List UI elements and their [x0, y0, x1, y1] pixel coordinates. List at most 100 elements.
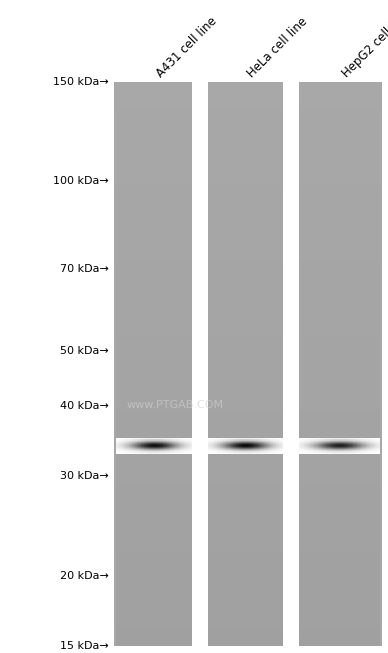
Bar [116, 167, 192, 176]
Bar [116, 270, 192, 279]
Bar [299, 590, 380, 599]
Bar [299, 468, 380, 477]
Bar [299, 308, 380, 317]
Bar [116, 524, 192, 534]
Text: 15 kDa→: 15 kDa→ [60, 641, 109, 652]
Bar [299, 581, 380, 590]
Bar [299, 157, 380, 167]
Bar [299, 505, 380, 515]
Bar [208, 477, 283, 486]
Bar [208, 374, 283, 383]
Bar [116, 496, 192, 505]
Bar [208, 185, 283, 195]
Bar [208, 515, 283, 524]
Bar [208, 609, 283, 618]
Bar [116, 571, 192, 581]
Bar [116, 477, 192, 486]
Bar [116, 515, 192, 524]
Bar [116, 345, 192, 355]
Bar [299, 552, 380, 562]
Bar [208, 232, 283, 242]
Bar [208, 468, 283, 477]
Bar [208, 91, 283, 101]
Bar [208, 534, 283, 543]
Bar [299, 251, 380, 261]
Bar [299, 214, 380, 223]
Bar [116, 317, 192, 326]
Bar [299, 637, 380, 646]
Bar [299, 270, 380, 279]
Bar [116, 138, 192, 148]
Bar [299, 242, 380, 251]
Bar [116, 204, 192, 214]
Bar [299, 345, 380, 355]
Bar [208, 308, 283, 317]
Bar [116, 355, 192, 364]
Bar [208, 279, 283, 289]
Bar [116, 223, 192, 232]
Bar [299, 119, 380, 129]
Bar [116, 430, 192, 439]
Bar [299, 486, 380, 496]
Bar [208, 449, 283, 458]
Bar [208, 581, 283, 590]
Bar [299, 383, 380, 392]
Bar [299, 496, 380, 505]
Bar [208, 628, 283, 637]
Bar [299, 421, 380, 430]
Bar [116, 129, 192, 138]
Bar [116, 486, 192, 496]
Bar [208, 214, 283, 223]
Bar [208, 392, 283, 402]
Bar [208, 110, 283, 119]
Bar [116, 261, 192, 270]
Bar [208, 345, 283, 355]
Bar [299, 195, 380, 204]
Bar [208, 129, 283, 138]
Bar [283, 82, 299, 646]
Bar [208, 364, 283, 374]
Bar [299, 439, 380, 449]
Bar [208, 261, 283, 270]
Bar [208, 223, 283, 232]
Bar [116, 618, 192, 628]
Bar [116, 402, 192, 411]
Bar [208, 637, 283, 646]
Bar [116, 91, 192, 101]
Bar [299, 449, 380, 458]
Bar [116, 392, 192, 402]
Bar [116, 157, 192, 167]
Bar [299, 571, 380, 581]
Bar [299, 110, 380, 119]
Bar [299, 138, 380, 148]
Bar [208, 298, 283, 308]
Bar [116, 505, 192, 515]
Bar [208, 119, 283, 129]
Bar [208, 552, 283, 562]
Bar [299, 618, 380, 628]
Bar [116, 279, 192, 289]
Bar [299, 298, 380, 308]
Bar [116, 364, 192, 374]
Bar [299, 185, 380, 195]
Text: HeLa cell line: HeLa cell line [246, 15, 310, 80]
Bar [208, 411, 283, 421]
Bar [299, 543, 380, 552]
Bar [208, 176, 283, 185]
Bar [299, 101, 380, 110]
Bar [299, 430, 380, 439]
Bar [116, 609, 192, 618]
Bar [208, 317, 283, 326]
Bar [116, 468, 192, 477]
Bar [299, 336, 380, 345]
Bar [299, 628, 380, 637]
Bar [299, 364, 380, 374]
Bar [116, 637, 192, 646]
Bar [116, 439, 192, 449]
Text: 150 kDa→: 150 kDa→ [53, 76, 109, 87]
Text: 30 kDa→: 30 kDa→ [60, 471, 109, 481]
Bar [116, 562, 192, 571]
Bar [299, 599, 380, 609]
Bar [116, 543, 192, 552]
Bar [192, 82, 208, 646]
